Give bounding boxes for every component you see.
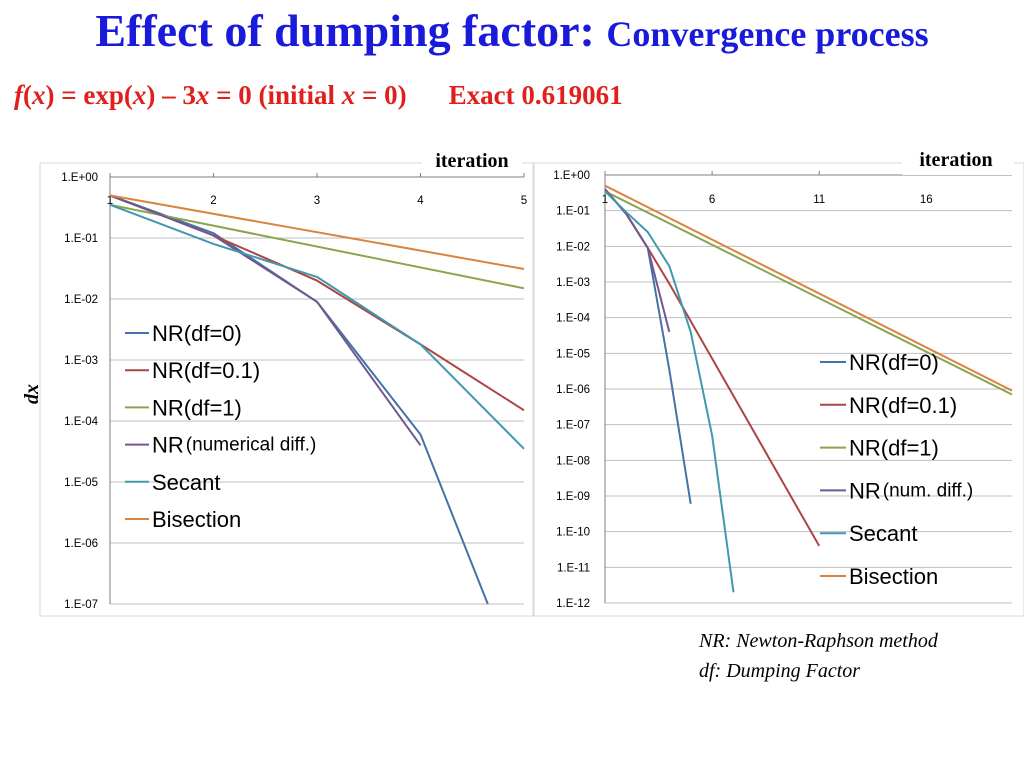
legend-label-nr01: NR(df=0.1)	[849, 393, 957, 418]
eq-f: f	[14, 80, 23, 110]
y-tick-label: 1.E-07	[64, 599, 98, 611]
y-tick-label: 1.E-02	[556, 241, 590, 253]
y-tick-label: 1.E-07	[556, 420, 590, 432]
legend-label-bisection: Bisection	[152, 507, 241, 532]
legend-label-nr0: NR(df=0)	[152, 321, 242, 346]
y-tick-label: 1.E-03	[556, 277, 590, 289]
footnote: NR: Newton-Raphson method df: Dumping Fa…	[699, 626, 938, 686]
eq-mid3: = 0 (initial	[209, 80, 342, 110]
legend-label-bisection: Bisection	[849, 564, 938, 589]
y-tick-label: 1.E-01	[64, 233, 98, 245]
x-tick-label: 2	[210, 195, 216, 207]
series-line-nrnum	[109, 194, 422, 446]
y-tick-label: 1.E-06	[64, 538, 98, 550]
x-tick-label: 11	[813, 194, 825, 206]
y-tick-label: 1.E-05	[64, 477, 98, 489]
series-line-bisection	[109, 194, 525, 270]
x-axis-title: iteration	[919, 149, 992, 171]
y-tick-label: 1.E-02	[64, 294, 98, 306]
legend-label-secant: Secant	[152, 470, 221, 495]
y-tick-label: 1.E-06	[556, 384, 590, 396]
legend-label-nr1: NR(df=1)	[152, 395, 242, 420]
y-tick-label: 1.E-05	[556, 348, 590, 360]
eq-end: = 0)	[355, 80, 407, 110]
legend-note-nrnum: (numerical diff.)	[186, 435, 317, 456]
y-tick-label: 1.E+00	[61, 172, 98, 184]
series-line-secant	[109, 203, 525, 450]
footnote-line2: df: Dumping Factor	[699, 660, 861, 682]
y-tick-label: 1.E-04	[64, 416, 98, 428]
x-tick-label: 16	[920, 194, 933, 206]
legend-label-nr01: NR(df=0.1)	[152, 358, 260, 383]
equation: f(x) = exp(x) – 3x = 0 (initial x = 0) Ex…	[14, 80, 623, 110]
y-tick-label: 1.E-03	[64, 355, 98, 367]
y-tick-label: 1.E-01	[556, 206, 590, 218]
x-tick-label: 5	[521, 195, 527, 207]
title-sub: Convergence process	[606, 14, 929, 54]
series-line-nr1	[109, 203, 525, 290]
legend-label-nr1: NR(df=1)	[849, 436, 939, 461]
legend-label-nr0: NR(df=0)	[849, 350, 939, 375]
exact-value: Exact 0.619061	[448, 80, 623, 110]
x-tick-label: 6	[709, 194, 715, 206]
x-tick-label: 3	[314, 195, 320, 207]
y-tick-label: 1.E-04	[556, 313, 590, 325]
y-tick-label: 1.E-09	[556, 491, 590, 503]
eq-mid2: ) – 3	[146, 80, 196, 110]
x-title-backing	[902, 147, 1014, 175]
page-title: Effect of dumping factor: Convergence pr…	[0, 4, 1024, 57]
y-tick-label: 1.E-11	[557, 562, 590, 574]
series-line-secant	[604, 190, 735, 593]
x-tick-label: 4	[417, 195, 424, 207]
eq-x3: x	[195, 80, 210, 110]
legend-label-nrnum: NR	[152, 433, 184, 458]
y-tick-label: 1.E-12	[556, 598, 590, 610]
legend-label-nrnum: NR	[849, 478, 881, 503]
footnote-line1: NR: Newton-Raphson method	[699, 630, 938, 652]
eq-x2: x	[132, 80, 147, 110]
x-tick-label: 1	[602, 194, 608, 206]
y-axis-label: dx	[21, 384, 43, 404]
y-tick-label: 1.E-08	[556, 455, 590, 467]
x-axis-title: iteration	[435, 150, 508, 172]
legend-note-nrnum: (num. diff.)	[883, 480, 973, 501]
eq-x1: x	[32, 80, 46, 110]
title-main: Effect of dumping factor:	[95, 5, 595, 56]
series-line-nr1	[604, 190, 1013, 396]
legend-label-secant: Secant	[849, 521, 918, 546]
series-line-bisection	[604, 184, 1013, 392]
chart-frame	[39, 162, 534, 617]
y-tick-label: 1.E-10	[556, 527, 590, 539]
y-tick-label: 1.E+00	[553, 170, 590, 182]
x-tick-label: 1	[107, 195, 113, 207]
chart-left: 1.E+00 1.E-01 1.E-02 1.E-03 1.E-04 1.E-05 1.E-…	[39, 148, 534, 617]
eq-mid: ) = exp(	[45, 80, 133, 110]
chart-right: 1.E+00 1.E-01 1.E-02 1.E-03 1.E-04 1.E-05 1.E-…	[533, 147, 1024, 617]
x-title-backing	[422, 148, 522, 176]
eq-x4: x	[341, 80, 356, 110]
